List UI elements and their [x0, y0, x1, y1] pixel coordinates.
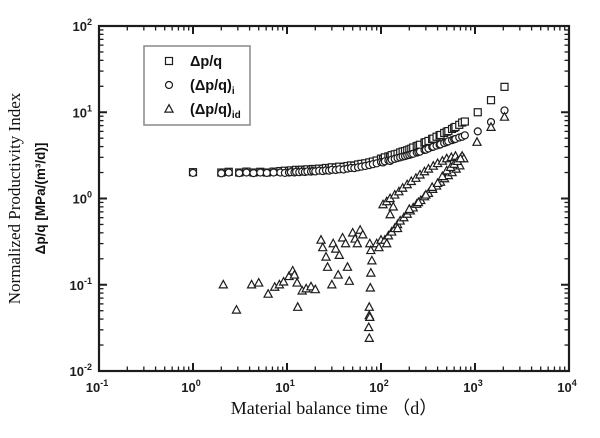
data-point-circle [249, 169, 258, 178]
data-point-triangle [471, 136, 483, 146]
data-point-triangle [292, 301, 303, 311]
data-point-triangle [365, 282, 376, 292]
data-point-triangle [499, 111, 510, 121]
data-point-triangle [373, 241, 384, 252]
x-tick-labels: 10-1 100 101 102 103 104 [86, 378, 577, 395]
data-point-triangle [363, 321, 374, 332]
data-point-triangle [231, 304, 242, 314]
y-tick-label: 102 [73, 17, 92, 34]
data-point-triangle [337, 232, 348, 242]
data-point-triangle [330, 243, 341, 253]
data-point-triangle [344, 275, 355, 285]
data-point-triangle [364, 237, 375, 248]
y-axis-title-line1: Normalized Productivity Index [5, 92, 24, 304]
legend: Δp/q (Δp/q)i (Δp/q)id [143, 45, 251, 126]
data-point-triangle [388, 201, 399, 211]
data-point-triangle [334, 249, 345, 259]
x-tick-label: 103 [463, 378, 482, 395]
data-point-triangle [365, 244, 376, 255]
legend-label-triangle: (Δp/q)id [190, 102, 241, 121]
data-point-triangle [392, 222, 403, 233]
data-point-triangle [364, 311, 375, 321]
data-point-triangle [357, 229, 368, 239]
data-point-triangle [385, 209, 396, 219]
legend-label-circle: (Δp/q)i [190, 78, 235, 97]
data-point-circle [224, 168, 233, 177]
data-point-triangle [381, 237, 392, 248]
legend-box [143, 45, 251, 126]
data-point-triangle [326, 279, 337, 289]
data-point-circle [473, 127, 482, 136]
data-point-triangle [342, 261, 353, 271]
data-point-triangle [413, 196, 424, 207]
data-point-circle [164, 80, 174, 90]
data-point-triangle [364, 301, 375, 311]
data-point-triangle [366, 255, 377, 265]
data-point-triangle [340, 237, 351, 248]
data-point-triangle [364, 332, 375, 342]
data-point-square [486, 96, 496, 105]
data-point-triangle [322, 261, 333, 271]
legend-label-square: Δp/q [190, 54, 222, 70]
data-point-triangle [163, 103, 175, 113]
x-tick-label: 102 [369, 378, 388, 395]
data-point-triangle [485, 121, 497, 132]
data-point-circle [262, 168, 271, 178]
y-tick-label: 101 [73, 103, 92, 120]
data-point-triangle [263, 288, 274, 298]
data-point-circle [460, 131, 469, 140]
data-point-triangle [320, 251, 332, 261]
data-point-triangle [218, 279, 229, 289]
data-point-triangle [289, 269, 300, 279]
y-tick-label: 10-2 [70, 362, 92, 379]
data-point-triangle [278, 276, 289, 286]
series-triangle [218, 111, 510, 342]
x-tick-label: 104 [557, 378, 576, 395]
data-point-circle [217, 169, 226, 178]
data-point-triangle [317, 241, 328, 252]
data-point-triangle [246, 279, 257, 289]
data-point-circle [188, 168, 198, 178]
data-point-triangle [437, 170, 448, 181]
data-point-triangle [455, 153, 466, 163]
data-point-triangle [432, 177, 443, 188]
data-point-triangle [253, 277, 264, 287]
data-point-square [500, 82, 509, 91]
x-tick-label: 10-1 [86, 378, 108, 395]
data-point-triangle [315, 234, 327, 244]
data-point-triangle [292, 277, 303, 287]
data-point-triangle [310, 283, 321, 294]
x-tick-label: 100 [181, 378, 200, 395]
data-point-circle [269, 168, 278, 177]
series-circle [188, 106, 509, 178]
data-point-triangle [305, 281, 317, 291]
x-axis-title: Material balance time （d） [231, 398, 437, 418]
y-tick-labels: 102 101 100 10-1 10-2 [70, 17, 92, 379]
data-point-square [164, 56, 174, 66]
y-tick-label: 100 [73, 190, 92, 207]
plot-frame [97, 24, 571, 373]
data-point-triangle [404, 203, 415, 214]
x-tick-label: 101 [275, 378, 294, 395]
data-point-triangle [420, 189, 431, 199]
data-point-circle [242, 168, 251, 177]
data-point-square [473, 108, 482, 117]
data-point-triangle [365, 267, 376, 277]
data-point-square [460, 117, 469, 126]
y-axis-title-line2: Δp/q [MPa/(m³/d)] [33, 143, 48, 255]
data-point-circle [235, 169, 244, 178]
data-point-triangle [333, 269, 344, 279]
data-point-triangle [352, 237, 363, 248]
y-tick-label: 10-1 [70, 276, 92, 293]
